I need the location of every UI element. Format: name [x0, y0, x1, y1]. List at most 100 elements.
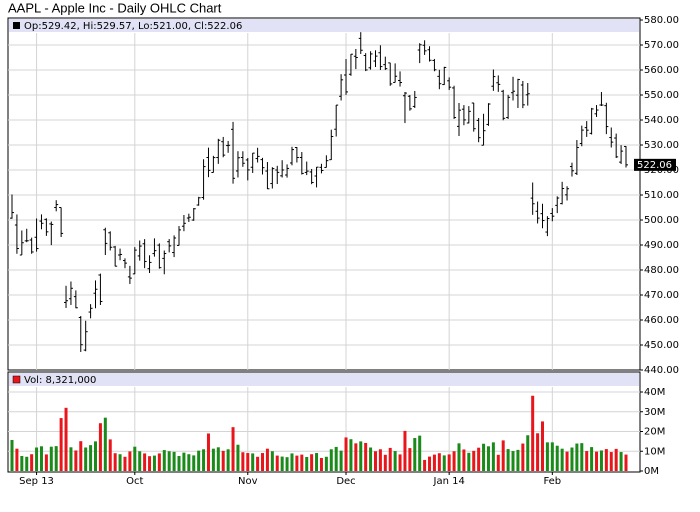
y-tick-label: 10M	[644, 446, 665, 457]
volume-bar	[388, 447, 392, 471]
volume-bar	[467, 452, 471, 471]
volume-bar	[599, 450, 603, 471]
volume-bar	[25, 456, 29, 471]
volume-bar	[143, 453, 147, 471]
volume-bar	[550, 442, 554, 471]
volume-bar	[570, 447, 574, 471]
volume-bar	[383, 454, 387, 471]
volume-bar	[609, 452, 613, 471]
volume-bar	[472, 450, 476, 471]
y-tick-label: 580.00	[644, 15, 679, 26]
volume-bar	[423, 459, 427, 471]
volume-bar	[221, 450, 225, 471]
volume-bar	[128, 451, 132, 471]
volume-bar	[511, 451, 515, 471]
volume-bar	[39, 446, 43, 471]
volume-bar	[516, 449, 520, 471]
volume-bar	[202, 449, 206, 471]
volume-bar	[265, 448, 269, 471]
volume-bar	[59, 418, 63, 471]
volume-bar	[457, 443, 461, 471]
price-legend-swatch	[13, 22, 20, 29]
price-header: Op:529.42, Hi:529.57, Lo:521.00, Cl:522.…	[24, 21, 242, 32]
y-tick-label: 440.00	[644, 365, 679, 376]
y-tick-label: 540.00	[644, 115, 679, 126]
volume-bar	[270, 451, 274, 471]
volume-bar	[486, 446, 490, 471]
x-tick-label: Nov	[238, 476, 258, 487]
volume-bar	[418, 435, 422, 471]
volume-bar	[329, 449, 333, 471]
y-tick-label: 30M	[644, 407, 665, 418]
volume-bar	[280, 456, 284, 471]
y-tick-label: 0M	[644, 466, 659, 477]
volume-bar	[162, 450, 166, 471]
y-tick-label: 550.00	[644, 90, 679, 101]
volume-bar	[167, 451, 171, 471]
y-tick-label: 460.00	[644, 315, 679, 326]
volume-bar	[103, 417, 107, 471]
volume-bar	[74, 450, 78, 471]
volume-bar	[619, 452, 623, 471]
volume-bar	[226, 449, 230, 471]
volume-bar	[251, 453, 255, 471]
volume-bar	[403, 430, 407, 471]
price-header-strip	[9, 19, 639, 32]
volume-bar	[290, 453, 294, 471]
volume-bar	[211, 448, 215, 471]
y-tick-label: 530.00	[644, 140, 679, 151]
volume-bar	[462, 449, 466, 471]
volume-bar	[432, 454, 436, 471]
volume-bar	[364, 442, 368, 471]
volume-bar	[575, 443, 579, 471]
volume-bar	[393, 451, 397, 471]
volume-bar	[491, 442, 495, 471]
volume-panel	[7, 371, 641, 473]
volume-bar	[187, 454, 191, 471]
x-tick-label: Sep 13	[19, 476, 54, 487]
x-tick-label: Feb	[543, 476, 561, 487]
volume-bar	[496, 454, 500, 471]
volume-bar	[344, 437, 348, 471]
volume-bar	[310, 454, 314, 471]
volume-bar	[373, 451, 377, 471]
volume-bar	[305, 456, 309, 471]
volume-bar	[192, 455, 196, 471]
volume-bar	[536, 433, 540, 471]
y-tick-label: 510.00	[644, 190, 679, 201]
volume-bar	[54, 446, 58, 471]
volume-bar	[614, 448, 618, 471]
volume-bar	[177, 455, 181, 471]
price-panel	[7, 17, 641, 371]
volume-bar	[10, 439, 14, 471]
volume-bar	[123, 456, 127, 471]
y-tick-label: 500.00	[644, 215, 679, 226]
volume-bar	[84, 447, 88, 471]
volume-bar	[482, 443, 486, 471]
volume-bar	[590, 447, 594, 471]
marks: 440.00 450.00 460.00 470.00 480.00 490.00 500.…	[8, 15, 679, 487]
volume-bar	[148, 456, 152, 471]
volume-bar	[44, 454, 48, 471]
volume-bar	[413, 438, 417, 471]
x-tick-label: Jan 14	[433, 476, 465, 487]
volume-bar	[428, 456, 432, 471]
volume-bar	[319, 457, 323, 471]
last-price-box	[634, 158, 676, 171]
volume-bar	[595, 451, 599, 471]
volume-bar	[315, 453, 319, 471]
volume-bar	[437, 453, 441, 471]
volume-bar	[49, 446, 53, 471]
volume-bar	[138, 451, 142, 471]
volume-bar	[118, 454, 122, 471]
y-tick-label: 20M	[644, 427, 665, 438]
volume-bar	[98, 423, 102, 471]
volume-bar	[64, 407, 68, 471]
volume-bar	[197, 450, 201, 471]
volume-bar	[526, 435, 530, 471]
volume-bar	[246, 453, 250, 471]
chart-title: AAPL - Apple Inc - Daily OHLC Chart	[8, 0, 222, 15]
volume-bar	[89, 445, 93, 471]
volume-bar	[261, 453, 265, 471]
volume-bar	[398, 454, 402, 471]
